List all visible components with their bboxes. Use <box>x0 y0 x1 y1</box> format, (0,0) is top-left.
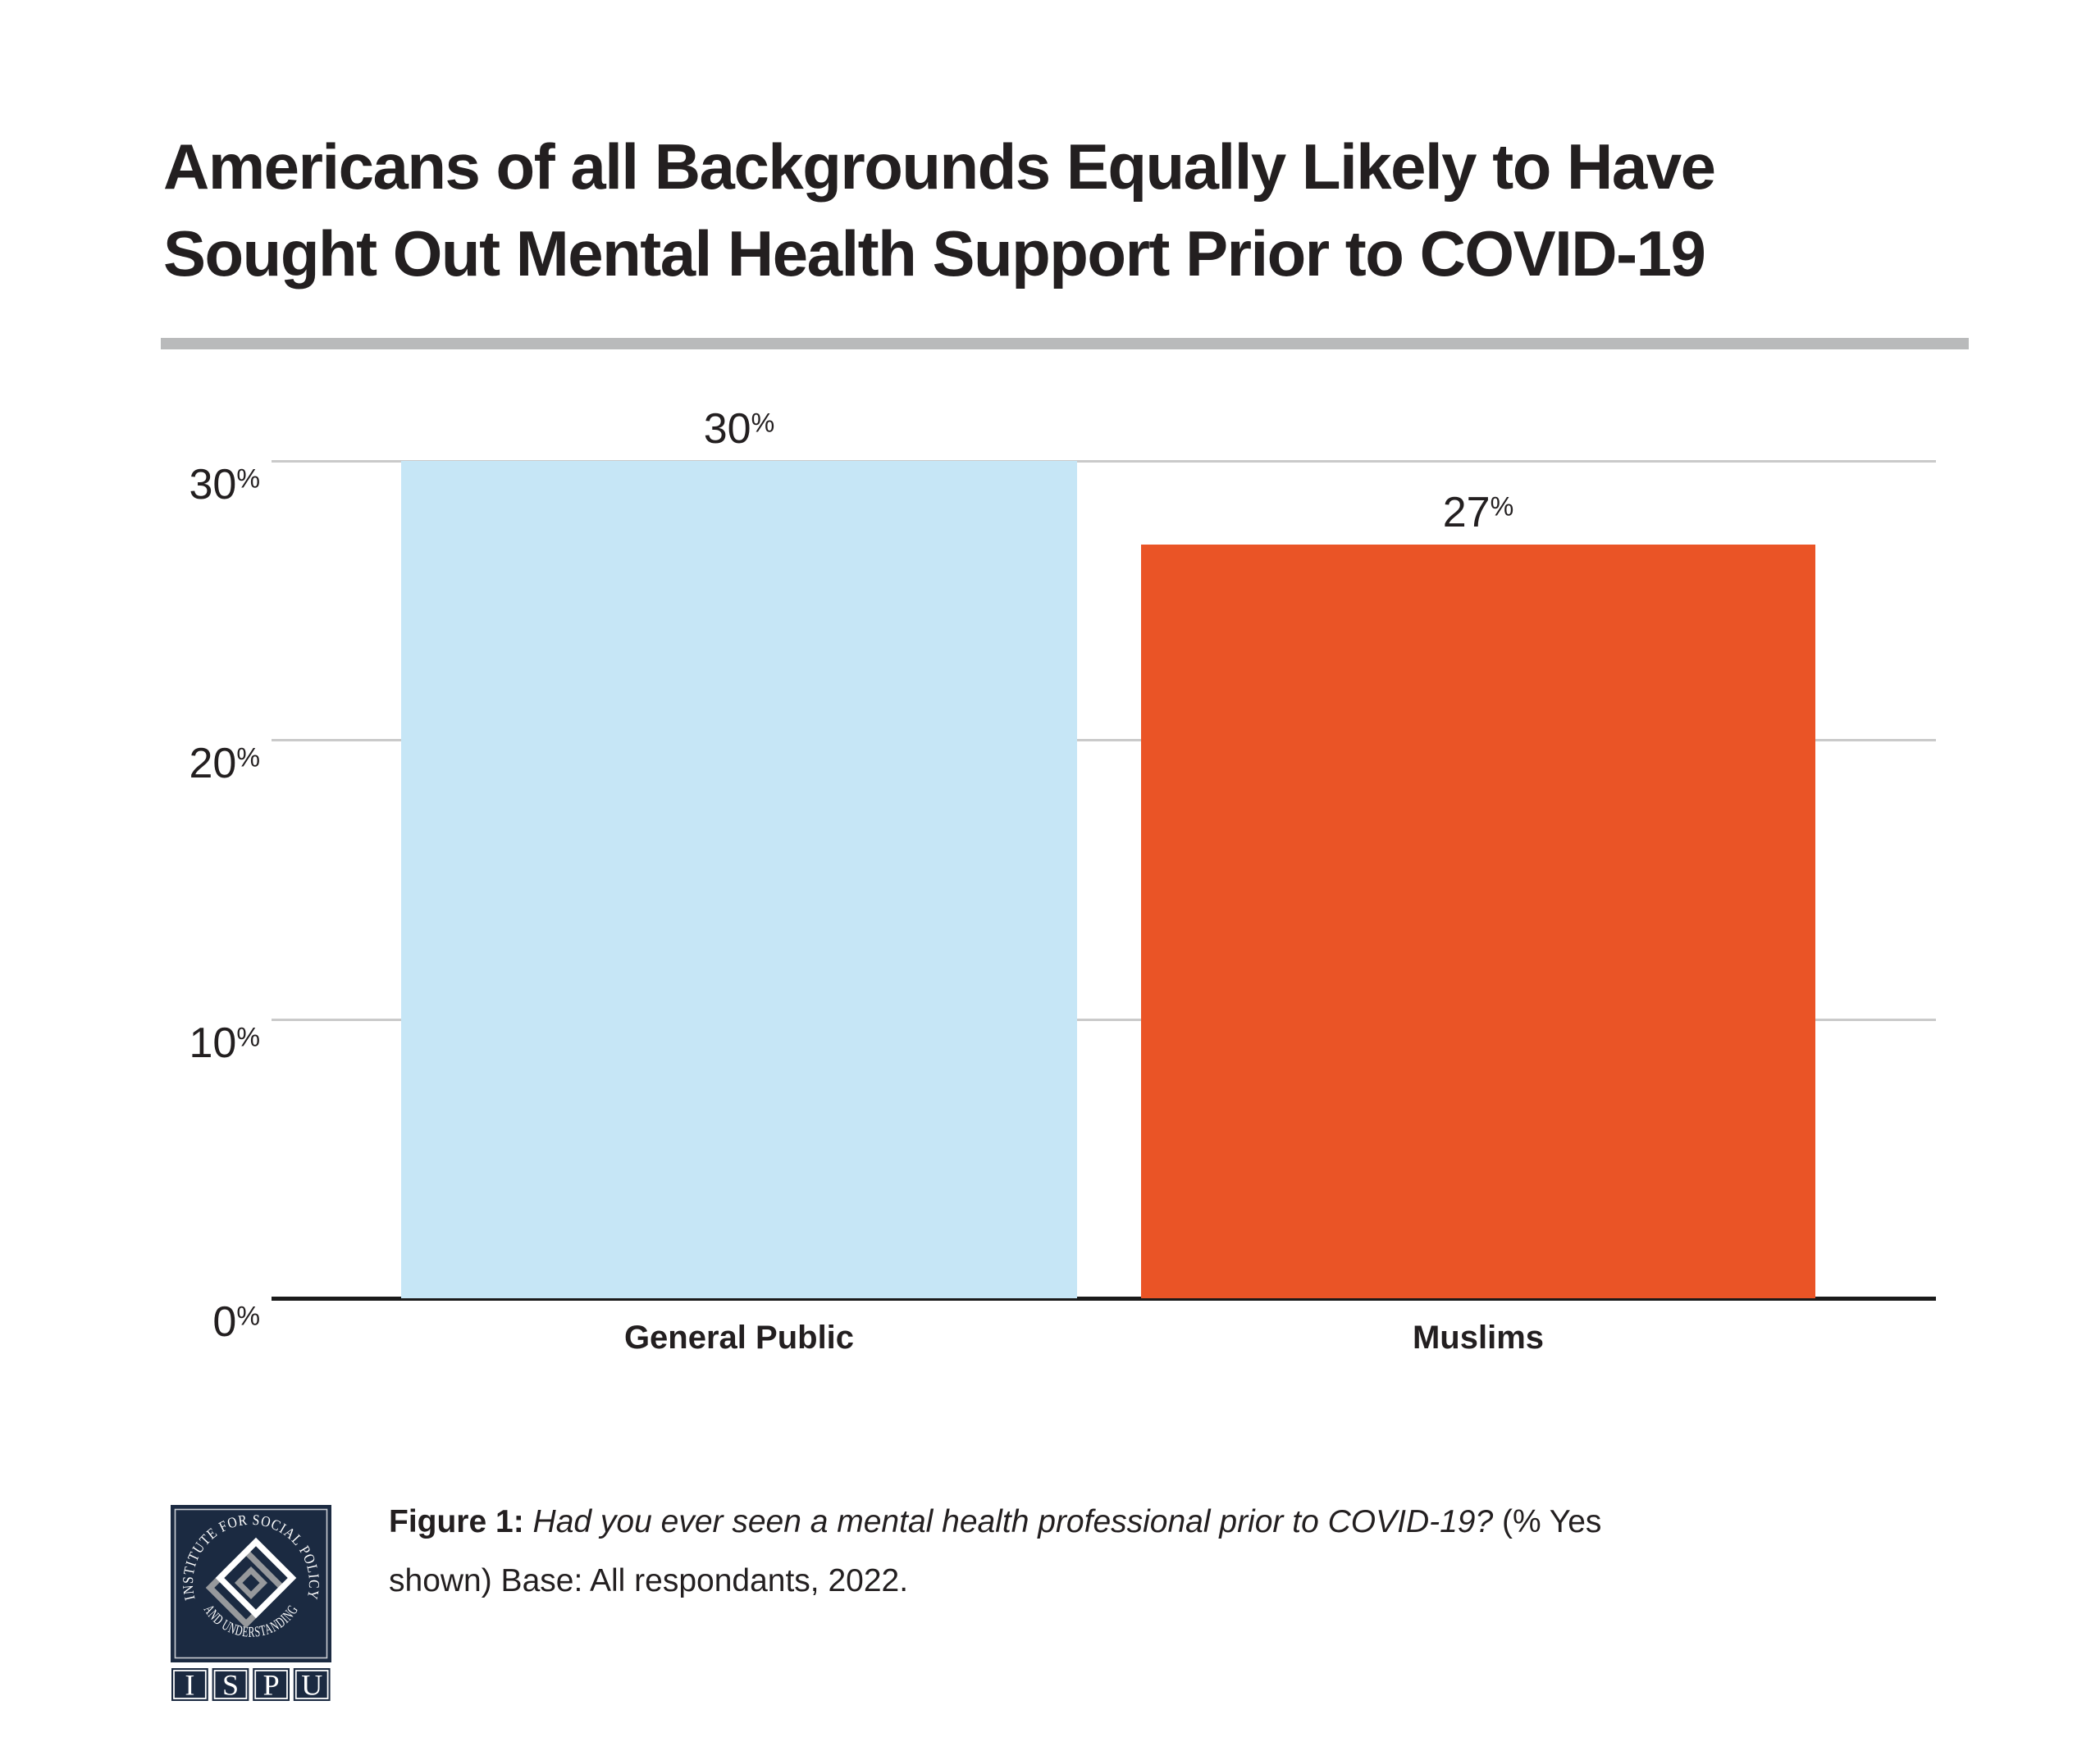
category-label-general-public: General Public <box>623 1320 855 1356</box>
logo-inner-border <box>174 1508 328 1659</box>
ispu-letter-box-P <box>253 1668 290 1701</box>
y-axis-tick-label-20: 20% <box>189 740 260 788</box>
gridline-10 <box>272 1018 1936 1021</box>
bar-muslims <box>1141 545 1815 1298</box>
logo-diamond-white-outline <box>215 1537 297 1619</box>
ispu-letter-box-border-U <box>294 1670 329 1699</box>
logo-diamond-center-navy <box>242 1574 260 1592</box>
page-title: Americans of all Backgrounds Equally Lik… <box>163 123 1976 297</box>
ispu-letter-U: U <box>301 1669 322 1702</box>
value-label-muslims: 27% <box>1442 489 1514 537</box>
ispu-letter-box-U <box>293 1668 331 1701</box>
title-divider <box>161 338 1969 349</box>
ispu-letter-box-S <box>212 1668 249 1701</box>
y-axis-tick-label-30: 30% <box>189 461 260 508</box>
ispu-logo: INSTITUTE FOR SOCIAL POLICY AND UNDERSTA… <box>171 1505 331 1701</box>
ispu-letter-box-border-S <box>213 1670 248 1699</box>
caption-question: Had you ever seen a mental health profes… <box>532 1504 1494 1539</box>
caption-figure-label: Figure 1: <box>389 1504 524 1539</box>
x-axis-line <box>272 1297 1936 1301</box>
gridline-30 <box>272 460 1936 463</box>
page-title-line-2: Sought Out Mental Health Support Prior t… <box>163 217 1706 290</box>
ispu-letter-S: S <box>222 1669 239 1702</box>
category-label-muslims: Muslims <box>1412 1320 1545 1356</box>
ispu-letter-box-border-I <box>173 1670 207 1699</box>
figure-caption: Figure 1: Had you ever seen a mental hea… <box>389 1493 1980 1611</box>
ispu-letter-I: I <box>185 1669 194 1702</box>
ispu-letter-box-border-P <box>254 1670 288 1699</box>
y-axis-tick-label-10: 10% <box>189 1019 260 1067</box>
ispu-letter-P: P <box>263 1669 280 1702</box>
plot-area: 0% 10% 20% 30% 30% General Public 27% Muslims <box>189 408 1936 1356</box>
gridline-20 <box>272 739 1936 742</box>
logo-diamonds <box>205 1537 297 1629</box>
bar-general-public <box>401 461 1077 1298</box>
page-title-line-1: Americans of all Backgrounds Equally Lik… <box>163 130 1716 203</box>
y-axis-tick-label-0: 0% <box>212 1298 260 1346</box>
ispu-letter-box-I <box>171 1668 208 1701</box>
caption-note: (% Yes shown) Base: All respondants, 202… <box>389 1504 1602 1598</box>
value-label-general-public: 30% <box>703 405 775 453</box>
